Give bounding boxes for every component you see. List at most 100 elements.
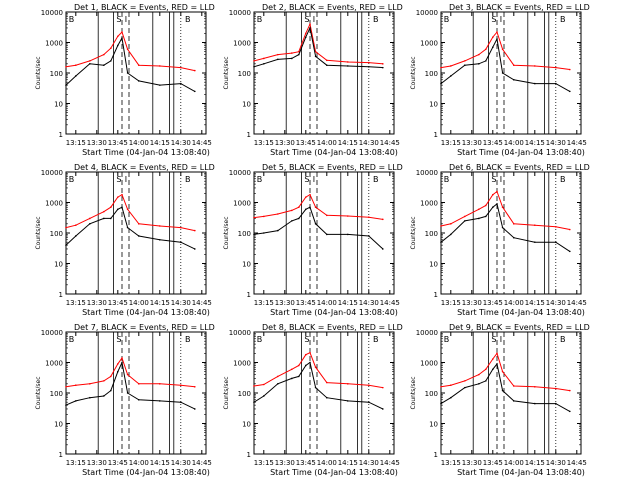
- x-tick-label: 14:15: [338, 139, 358, 147]
- events-data-point: [180, 401, 182, 403]
- events-data-point: [309, 361, 311, 364]
- events-data-point: [126, 226, 129, 229]
- lld-series-line: [65, 31, 195, 72]
- lld-data-point: [253, 385, 255, 387]
- interval-marker-label: I: [125, 175, 127, 184]
- events-data-point: [309, 206, 311, 209]
- interval-marker-label: B: [373, 335, 379, 344]
- x-tick-label: 14:00: [317, 139, 337, 147]
- events-data-point: [291, 377, 293, 380]
- y-axis-label: Counts/sec: [223, 216, 230, 249]
- interval-marker-label: S: [491, 15, 496, 24]
- x-tick-label: 14:15: [525, 459, 545, 467]
- y-tick-label: 10000: [416, 9, 438, 17]
- y-tick-label: 1: [434, 291, 438, 299]
- x-tick-label: 14:00: [129, 299, 149, 307]
- interval-marker-label: B: [444, 15, 450, 24]
- y-tick-label: 10000: [229, 329, 251, 337]
- lld-data-point: [89, 60, 91, 62]
- lld-data-point: [291, 368, 293, 371]
- lld-data-point: [103, 53, 105, 56]
- events-data-point: [117, 370, 119, 373]
- lld-data-point: [75, 384, 77, 387]
- y-tick-label: 10: [54, 101, 63, 109]
- x-tick-label: 13:45: [483, 139, 503, 147]
- interval-marker-label: B: [560, 175, 566, 184]
- lld-data-point: [440, 225, 442, 227]
- events-data-point: [347, 400, 349, 402]
- x-tick-label: 13:30: [87, 459, 107, 467]
- lld-data-point: [464, 215, 466, 218]
- events-data-point: [121, 206, 123, 209]
- x-tick-label: 13:30: [462, 299, 482, 307]
- events-data-point: [194, 408, 196, 410]
- x-axis-label: Start Time (04-Jan-04 13:08:40): [270, 468, 398, 477]
- events-data-point: [103, 217, 105, 220]
- lld-data-point: [263, 57, 265, 60]
- x-tick-label: 13:45: [108, 299, 128, 307]
- x-tick-label: 14:00: [504, 299, 524, 307]
- interval-marker-label: B: [444, 335, 450, 344]
- interval-marker-label: S: [116, 335, 121, 344]
- x-tick-label: 14:00: [317, 299, 337, 307]
- y-tick-label: 1: [247, 131, 251, 139]
- lld-data-point: [492, 36, 494, 38]
- interval-marker-label: S: [304, 335, 309, 344]
- lld-data-point: [492, 193, 494, 196]
- lld-data-point: [159, 65, 161, 67]
- x-tick-label: 14:45: [567, 459, 587, 467]
- y-tick-label: 10000: [41, 169, 63, 177]
- x-tick-label: 14:15: [525, 299, 545, 307]
- lld-data-point: [496, 190, 498, 193]
- lld-data-point: [309, 351, 311, 354]
- x-tick-label: 13:30: [87, 299, 107, 307]
- x-tick-label: 13:30: [462, 139, 482, 147]
- events-data-point: [492, 46, 494, 49]
- lld-data-point: [555, 66, 557, 69]
- x-axis-label: Start Time (04-Jan-04 13:08:40): [82, 468, 210, 477]
- events-data-point: [478, 217, 480, 220]
- y-tick-label: 1000: [420, 360, 438, 368]
- lld-data-point: [485, 368, 487, 371]
- lld-data-point: [513, 64, 515, 67]
- lld-data-point: [478, 373, 480, 376]
- events-data-point: [65, 84, 67, 86]
- plot-frame: [65, 331, 207, 455]
- events-data-point: [110, 60, 112, 62]
- events-data-point: [496, 203, 498, 205]
- x-tick-label: 13:30: [275, 139, 295, 147]
- plot-frame: [253, 11, 395, 135]
- events-data-point: [326, 64, 328, 67]
- panel-title: Det 3, BLACK = Events, RED = LLD: [449, 3, 590, 12]
- events-data-point: [501, 389, 504, 392]
- events-data-point: [382, 66, 384, 69]
- panel-title: Det 2, BLACK = Events, RED = LLD: [262, 3, 403, 12]
- lld-data-point: [382, 386, 384, 389]
- events-data-point: [569, 90, 571, 93]
- lld-data-point: [450, 65, 452, 67]
- events-data-point: [89, 223, 91, 225]
- x-tick-label: 13:30: [462, 459, 482, 467]
- interval-marker-label: B: [185, 15, 191, 24]
- events-data-point: [194, 90, 196, 93]
- x-tick-label: 13:15: [66, 459, 86, 467]
- y-tick-label: 1: [434, 131, 438, 139]
- x-tick-label: 13:15: [66, 139, 86, 147]
- lld-data-point: [277, 213, 279, 215]
- events-data-point: [368, 65, 370, 68]
- x-tick-label: 14:30: [171, 139, 191, 147]
- events-data-point: [117, 208, 119, 211]
- events-data-point: [513, 78, 515, 81]
- lld-data-point: [326, 381, 328, 384]
- events-data-point: [440, 82, 442, 85]
- events-data-point: [513, 236, 515, 239]
- interval-marker-label: B: [185, 335, 191, 344]
- y-tick-label: 10000: [229, 9, 251, 17]
- interval-marker-label: I: [313, 175, 315, 184]
- y-axis-label: Counts/sec: [223, 56, 230, 89]
- x-tick-label: 14:30: [359, 299, 379, 307]
- events-data-point: [478, 383, 480, 385]
